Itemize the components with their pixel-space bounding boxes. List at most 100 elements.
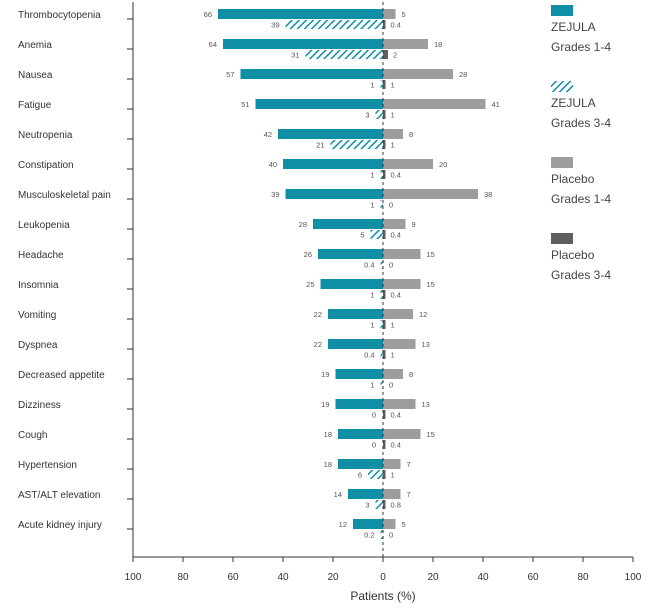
bar-zejula-grades-1-4 — [255, 99, 383, 109]
legend-label-line1: Placebo — [551, 172, 595, 186]
bar-zejula-grades-3-4 — [285, 20, 383, 29]
value-label-zejula-grades-3-4: 0.4 — [364, 261, 374, 270]
value-label-zejula-grades-3-4: 0.2 — [364, 531, 374, 540]
legend-swatch — [551, 81, 573, 92]
legend-swatch — [551, 5, 573, 16]
value-label-zejula-grades-3-4: 5 — [360, 231, 364, 240]
value-label-zejula-grades-1-4: 57 — [226, 70, 234, 79]
bar-zejula-grades-3-4 — [380, 80, 383, 89]
bar-zejula-grades-1-4 — [285, 189, 383, 199]
value-label-zejula-grades-3-4: 3 — [365, 501, 369, 510]
bar-zejula-grades-1-4 — [283, 159, 383, 169]
legend-label-line1: ZEJULA — [551, 96, 596, 110]
bar-zejula-grades-1-4 — [278, 129, 383, 139]
x-tick-label: 60 — [527, 572, 539, 583]
value-label-placebo-grades-3-4: 0.4 — [391, 21, 401, 30]
bar-zejula-grades-1-4 — [318, 249, 383, 259]
category-label: Acute kidney injury — [18, 520, 102, 531]
bar-zejula-grades-1-4 — [328, 309, 383, 319]
value-label-placebo-grades-1-4: 28 — [459, 70, 467, 79]
value-label-zejula-grades-1-4: 18 — [324, 430, 332, 439]
category-label: Dyspnea — [18, 340, 58, 351]
category-label: Musculoskeletal pain — [18, 190, 111, 201]
bar-placebo-grades-1-4 — [383, 69, 453, 79]
value-label-zejula-grades-1-4: 19 — [321, 370, 329, 379]
value-label-placebo-grades-3-4: 1 — [391, 111, 395, 120]
bar-placebo-grades-3-4 — [383, 410, 386, 419]
value-label-placebo-grades-1-4: 8 — [409, 130, 413, 139]
bar-zejula-grades-1-4 — [338, 429, 383, 439]
value-label-zejula-grades-3-4: 21 — [316, 141, 324, 150]
value-label-zejula-grades-3-4: 1 — [370, 321, 374, 330]
bar-placebo-grades-3-4 — [383, 470, 386, 479]
value-label-placebo-grades-1-4: 7 — [407, 490, 411, 499]
category-label: Constipation — [18, 160, 74, 171]
value-label-zejula-grades-1-4: 12 — [339, 520, 347, 529]
value-label-placebo-grades-1-4: 8 — [409, 370, 413, 379]
value-label-zejula-grades-3-4: 0 — [372, 411, 376, 420]
bar-placebo-grades-3-4 — [383, 50, 388, 59]
category-label: Headache — [18, 250, 64, 261]
value-label-zejula-grades-3-4: 31 — [291, 51, 299, 60]
bar-placebo-grades-1-4 — [383, 279, 421, 289]
bar-zejula-grades-1-4 — [223, 39, 383, 49]
bar-placebo-grades-1-4 — [383, 39, 428, 49]
bar-placebo-grades-1-4 — [383, 189, 478, 199]
bar-placebo-grades-1-4 — [383, 429, 421, 439]
legend-label-line2: Grades 3-4 — [551, 268, 611, 282]
value-label-placebo-grades-1-4: 5 — [402, 520, 406, 529]
bar-placebo-grades-1-4 — [383, 159, 433, 169]
bar-placebo-grades-3-4 — [383, 170, 386, 179]
value-label-placebo-grades-3-4: 0 — [389, 261, 393, 270]
bar-zejula-grades-3-4 — [380, 260, 383, 269]
value-label-zejula-grades-1-4: 51 — [241, 100, 249, 109]
value-label-placebo-grades-3-4: 0.4 — [391, 411, 401, 420]
value-label-zejula-grades-3-4: 0.4 — [364, 351, 374, 360]
bar-placebo-grades-1-4 — [383, 489, 401, 499]
value-label-zejula-grades-1-4: 22 — [314, 340, 322, 349]
x-tick-label: 40 — [477, 572, 489, 583]
bar-placebo-grades-1-4 — [383, 369, 403, 379]
bar-placebo-grades-3-4 — [383, 230, 386, 239]
category-label: Dizziness — [18, 400, 61, 411]
value-label-zejula-grades-1-4: 18 — [324, 460, 332, 469]
bar-zejula-grades-3-4 — [375, 110, 383, 119]
bar-placebo-grades-1-4 — [383, 99, 486, 109]
x-tick-label: 20 — [427, 572, 439, 583]
value-label-zejula-grades-3-4: 1 — [370, 81, 374, 90]
bar-zejula-grades-3-4 — [368, 470, 383, 479]
value-label-placebo-grades-3-4: 0 — [389, 531, 393, 540]
value-label-placebo-grades-3-4: 1 — [391, 141, 395, 150]
value-label-placebo-grades-1-4: 7 — [407, 460, 411, 469]
x-tick-label: 20 — [327, 572, 339, 583]
bar-placebo-grades-1-4 — [383, 309, 413, 319]
value-label-zejula-grades-3-4: 0 — [372, 441, 376, 450]
bar-zejula-grades-3-4 — [305, 50, 383, 59]
bar-zejula-grades-3-4 — [370, 230, 383, 239]
bar-placebo-grades-3-4 — [383, 500, 386, 509]
bar-placebo-grades-1-4 — [383, 519, 396, 529]
value-label-zejula-grades-3-4: 39 — [271, 21, 279, 30]
bar-placebo-grades-1-4 — [383, 219, 406, 229]
value-label-zejula-grades-1-4: 25 — [306, 280, 314, 289]
bar-zejula-grades-1-4 — [335, 399, 383, 409]
value-label-placebo-grades-3-4: 1 — [391, 471, 395, 480]
x-tick-label: 60 — [227, 572, 239, 583]
value-label-zejula-grades-3-4: 6 — [358, 471, 362, 480]
bar-placebo-grades-1-4 — [383, 459, 401, 469]
value-label-placebo-grades-1-4: 12 — [419, 310, 427, 319]
value-label-placebo-grades-1-4: 13 — [422, 340, 430, 349]
bar-zejula-grades-3-4 — [380, 320, 383, 329]
value-label-placebo-grades-3-4: 0.4 — [391, 441, 401, 450]
x-tick-label: 80 — [177, 572, 189, 583]
legend-swatch — [551, 233, 573, 244]
bar-zejula-grades-3-4 — [380, 170, 383, 179]
category-label: Hypertension — [18, 460, 77, 471]
value-label-zejula-grades-1-4: 19 — [321, 400, 329, 409]
bar-placebo-grades-3-4 — [383, 110, 386, 119]
value-label-placebo-grades-1-4: 20 — [439, 160, 447, 169]
value-label-placebo-grades-3-4: 1 — [391, 81, 395, 90]
value-label-zejula-grades-1-4: 66 — [204, 10, 212, 19]
x-tick-label: 100 — [625, 572, 642, 583]
